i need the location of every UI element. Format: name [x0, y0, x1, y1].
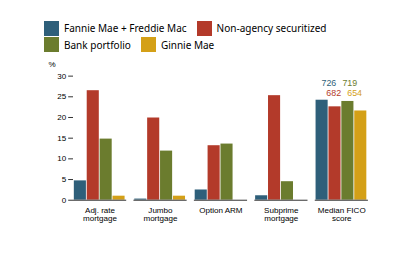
- svg-text:Subprimemortgage: Subprimemortgage: [264, 206, 299, 223]
- svg-text:726: 726: [321, 78, 336, 88]
- svg-text:0: 0: [62, 196, 67, 205]
- html-text:Bank portfolio: Bank portfolio: [64, 37, 131, 52]
- svg-text:30: 30: [57, 72, 66, 81]
- svg-text:10: 10: [57, 154, 66, 163]
- svg-text:5: 5: [62, 175, 67, 184]
- svg-text:20: 20: [57, 113, 66, 122]
- svg-text:Option ARM: Option ARM: [199, 206, 243, 215]
- svg-text:25: 25: [57, 92, 66, 101]
- svg-text:654: 654: [347, 88, 362, 98]
- svg-text:Median FICOscore: Median FICOscore: [318, 206, 366, 223]
- svg-text:682: 682: [326, 88, 341, 98]
- svg-text:719: 719: [342, 78, 357, 88]
- svg-text:15: 15: [57, 134, 66, 143]
- html-text:Fannie Mae + Freddie Mac: Fannie Mae + Freddie Mac: [64, 21, 187, 36]
- svg-text:Jumbomortgage: Jumbomortgage: [143, 206, 178, 223]
- html-text:Ginnie Mae: Ginnie Mae: [160, 37, 215, 52]
- svg-text:%: %: [48, 60, 55, 69]
- html-text:Non-agency securitized: Non-agency securitized: [216, 21, 327, 36]
- svg-text:Adj. ratemortgage: Adj. ratemortgage: [83, 206, 118, 223]
